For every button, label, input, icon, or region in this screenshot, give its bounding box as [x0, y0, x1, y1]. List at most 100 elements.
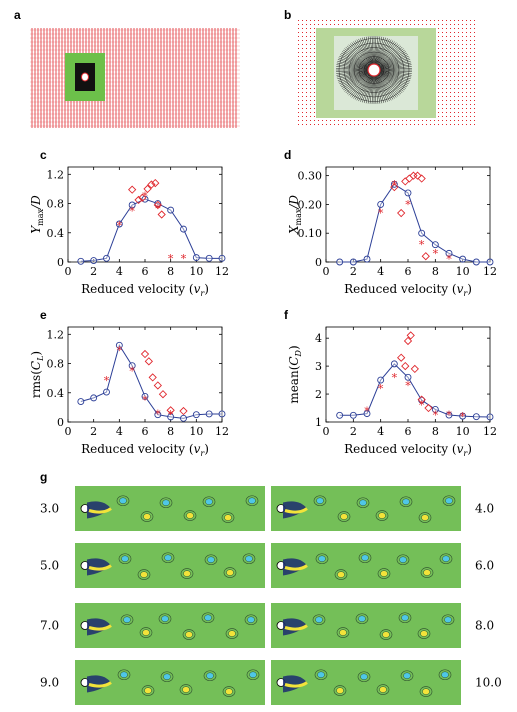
data-point-diamond	[157, 210, 166, 219]
mesh-node	[474, 100, 475, 101]
mesh-node	[310, 44, 311, 45]
mesh-node	[450, 64, 451, 65]
mesh-node	[442, 40, 443, 41]
mesh-node	[310, 80, 311, 81]
vortex-core	[379, 686, 387, 693]
mesh-node	[302, 104, 303, 105]
mesh-node	[446, 92, 447, 93]
mesh-node	[438, 112, 439, 113]
mesh-node	[302, 40, 303, 41]
mesh-node	[302, 96, 303, 97]
data-point-circle	[418, 229, 426, 237]
mesh-node	[378, 124, 379, 125]
mesh-node	[466, 20, 467, 21]
mesh-node	[474, 92, 475, 93]
mesh-node	[446, 40, 447, 41]
vortex-contour	[439, 553, 453, 565]
mesh-node	[306, 68, 307, 69]
mesh-node	[462, 64, 463, 65]
mesh-node	[434, 124, 435, 125]
vortex-contour	[355, 613, 369, 625]
data-point-circle	[180, 225, 187, 233]
mesh-node	[470, 64, 471, 65]
mesh-node	[402, 24, 403, 25]
mesh-node	[298, 64, 299, 65]
near-wake-vortex	[88, 681, 112, 688]
mesh-node	[378, 20, 379, 21]
mesh-node	[346, 124, 347, 125]
vortex-core	[248, 497, 256, 504]
mesh-node	[446, 72, 447, 73]
near-wake-vortex	[283, 618, 307, 636]
plot-frame	[67, 326, 223, 423]
vortex-contour	[140, 511, 154, 522]
mesh-node	[382, 124, 383, 125]
mesh-node	[454, 52, 455, 53]
mesh-node	[438, 84, 439, 85]
vortex-core	[399, 556, 407, 563]
mesh-node	[298, 68, 299, 69]
x-tick-label: 12	[483, 425, 497, 438]
mesh-node	[398, 124, 399, 125]
mesh-node	[470, 52, 471, 53]
mesh-node	[458, 68, 459, 69]
mesh-node	[402, 124, 403, 125]
mesh-node	[310, 72, 311, 73]
data-point-circle	[472, 413, 480, 421]
mesh-node	[314, 64, 315, 65]
mesh-node	[346, 120, 347, 121]
mesh-node	[446, 64, 447, 65]
mesh-node	[470, 56, 471, 57]
mesh-node	[466, 56, 467, 57]
x-tick-label: 0	[323, 425, 330, 438]
mesh-node	[310, 92, 311, 93]
vortex-core	[359, 499, 367, 506]
vortex-contour	[202, 496, 216, 508]
data-point-circle	[459, 255, 467, 263]
mesh-node	[442, 112, 443, 113]
vortex-core	[183, 570, 191, 577]
mesh-node	[470, 108, 471, 109]
mesh-node	[438, 24, 439, 25]
mesh-node	[450, 84, 451, 85]
data-point-circle	[336, 258, 344, 266]
vortex-contour	[118, 553, 132, 565]
mesh-node	[310, 104, 311, 105]
mesh-node	[342, 120, 343, 121]
mesh-node	[314, 112, 315, 113]
mesh-node	[458, 96, 459, 97]
mesh-node	[390, 24, 391, 25]
data-point-circle	[167, 206, 175, 214]
vortex-core	[444, 616, 452, 623]
mesh-node	[438, 40, 439, 41]
vortex-core	[182, 686, 190, 693]
vortex-core	[249, 671, 257, 678]
mesh-node	[326, 120, 327, 121]
data-point-diamond	[147, 180, 156, 189]
vortex-contour	[312, 614, 326, 626]
data-point-circle	[390, 360, 398, 368]
vortex-core	[340, 513, 348, 520]
mesh-node	[446, 108, 447, 109]
mesh-node	[306, 104, 307, 105]
near-wake-vortex	[88, 624, 112, 631]
mesh-node	[446, 24, 447, 25]
mesh-node	[434, 24, 435, 25]
mesh-node	[450, 48, 451, 49]
mesh-node	[446, 32, 447, 33]
mesh-node	[454, 24, 455, 25]
mesh-node	[302, 48, 303, 49]
mesh-node	[474, 104, 475, 105]
y-tick-label: 0.10	[298, 227, 323, 240]
mesh-node	[342, 20, 343, 21]
mesh-node	[302, 56, 303, 57]
panel-label-b: b	[284, 8, 292, 22]
mesh-node	[306, 124, 307, 125]
mesh-node	[350, 20, 351, 21]
mesh-node	[454, 124, 455, 125]
data-point-circle	[141, 392, 149, 400]
mesh-node	[386, 20, 387, 21]
mesh-node	[302, 92, 303, 93]
series-line	[80, 198, 222, 262]
x-tick-label: 12	[483, 265, 497, 278]
